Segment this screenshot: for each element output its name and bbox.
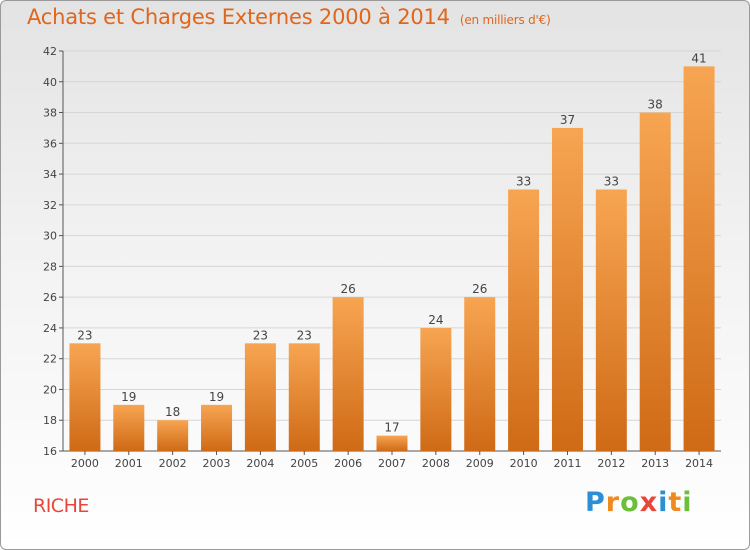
y-tick-label: 42	[43, 45, 57, 58]
y-tick-label: 20	[43, 383, 57, 396]
y-tick-label: 30	[43, 230, 57, 243]
x-tick-label-2012: 2012	[597, 457, 625, 470]
bar-2012	[595, 189, 627, 451]
bar-2009	[464, 297, 496, 451]
bar-2000	[69, 343, 101, 451]
data-label-2010: 33	[516, 174, 531, 188]
x-tick-label-2013: 2013	[641, 457, 669, 470]
data-label-2002: 18	[165, 405, 180, 419]
data-label-2009: 26	[472, 282, 487, 296]
data-label-2013: 38	[648, 98, 663, 112]
x-tick-label-2006: 2006	[334, 457, 362, 470]
logo-letter: i	[658, 487, 669, 518]
data-label-2005: 23	[297, 328, 312, 342]
y-tick-label: 34	[43, 168, 57, 181]
logo-letter: i	[682, 487, 693, 518]
y-tick-label: 38	[43, 107, 57, 120]
logo-letter: P	[585, 487, 606, 518]
chart-title-text: Achats et Charges Externes 2000 à 2014	[27, 5, 450, 29]
bar-2013	[639, 112, 671, 452]
chart-title: Achats et Charges Externes 2000 à 2014 (e…	[27, 5, 551, 29]
x-tick-label-2008: 2008	[422, 457, 450, 470]
chart-subtitle: (en milliers d'€)	[459, 13, 551, 27]
logo-letter: x	[639, 487, 659, 518]
y-tick-label: 24	[43, 322, 57, 335]
bar-2010	[508, 189, 540, 451]
y-tick-label: 32	[43, 199, 57, 212]
data-label-2014: 41	[691, 51, 706, 65]
x-tick-label-2010: 2010	[510, 457, 538, 470]
x-tick-label-2003: 2003	[203, 457, 231, 470]
labels: 16 18 20 22 24 26 28 30 32 34 36 38 40 42 23 2000 19 2001…	[43, 45, 713, 470]
y-tick-label: 36	[43, 137, 57, 150]
bar-2007	[376, 435, 408, 451]
x-tick-label-2014: 2014	[685, 457, 713, 470]
x-tick-label-2011: 2011	[553, 457, 581, 470]
commune-name: RICHE	[33, 495, 89, 517]
bars	[69, 66, 715, 452]
data-label-2007: 17	[384, 421, 399, 435]
data-label-2000: 23	[77, 328, 92, 342]
bar-2006	[332, 297, 364, 451]
bar-2004	[244, 343, 276, 451]
x-tick-label-2007: 2007	[378, 457, 406, 470]
data-label-2008: 24	[428, 313, 443, 327]
data-label-2011: 37	[560, 113, 575, 127]
y-tick-label: 28	[43, 260, 57, 273]
data-label-2006: 26	[340, 282, 355, 296]
bar-2003	[201, 404, 233, 451]
x-tick-label-2002: 2002	[159, 457, 187, 470]
proxiti-logo: Proxiti	[585, 487, 693, 518]
data-label-2003: 19	[209, 390, 224, 404]
y-tick-label: 26	[43, 291, 57, 304]
y-tick-label: 18	[43, 414, 57, 427]
x-tick-label-2005: 2005	[290, 457, 318, 470]
bar-2008	[420, 327, 452, 451]
data-label-2004: 23	[253, 328, 268, 342]
bar-2011	[551, 127, 583, 451]
x-tick-label-2004: 2004	[246, 457, 274, 470]
y-tick-label: 22	[43, 353, 57, 366]
bar-2002	[157, 420, 189, 451]
x-tick-label-2001: 2001	[115, 457, 143, 470]
y-tick-label: 40	[43, 76, 57, 89]
logo-letter: o	[620, 487, 640, 518]
x-tick-label-2000: 2000	[71, 457, 99, 470]
bar-2014	[683, 66, 715, 451]
y-tick-label: 16	[43, 445, 57, 458]
data-label-2012: 33	[604, 174, 619, 188]
bar-2005	[288, 343, 320, 451]
logo-letter: t	[668, 487, 683, 518]
data-label-2001: 19	[121, 390, 136, 404]
x-tick-label-2009: 2009	[466, 457, 494, 470]
bar-2001	[113, 404, 145, 451]
logo-letter: r	[605, 487, 621, 518]
